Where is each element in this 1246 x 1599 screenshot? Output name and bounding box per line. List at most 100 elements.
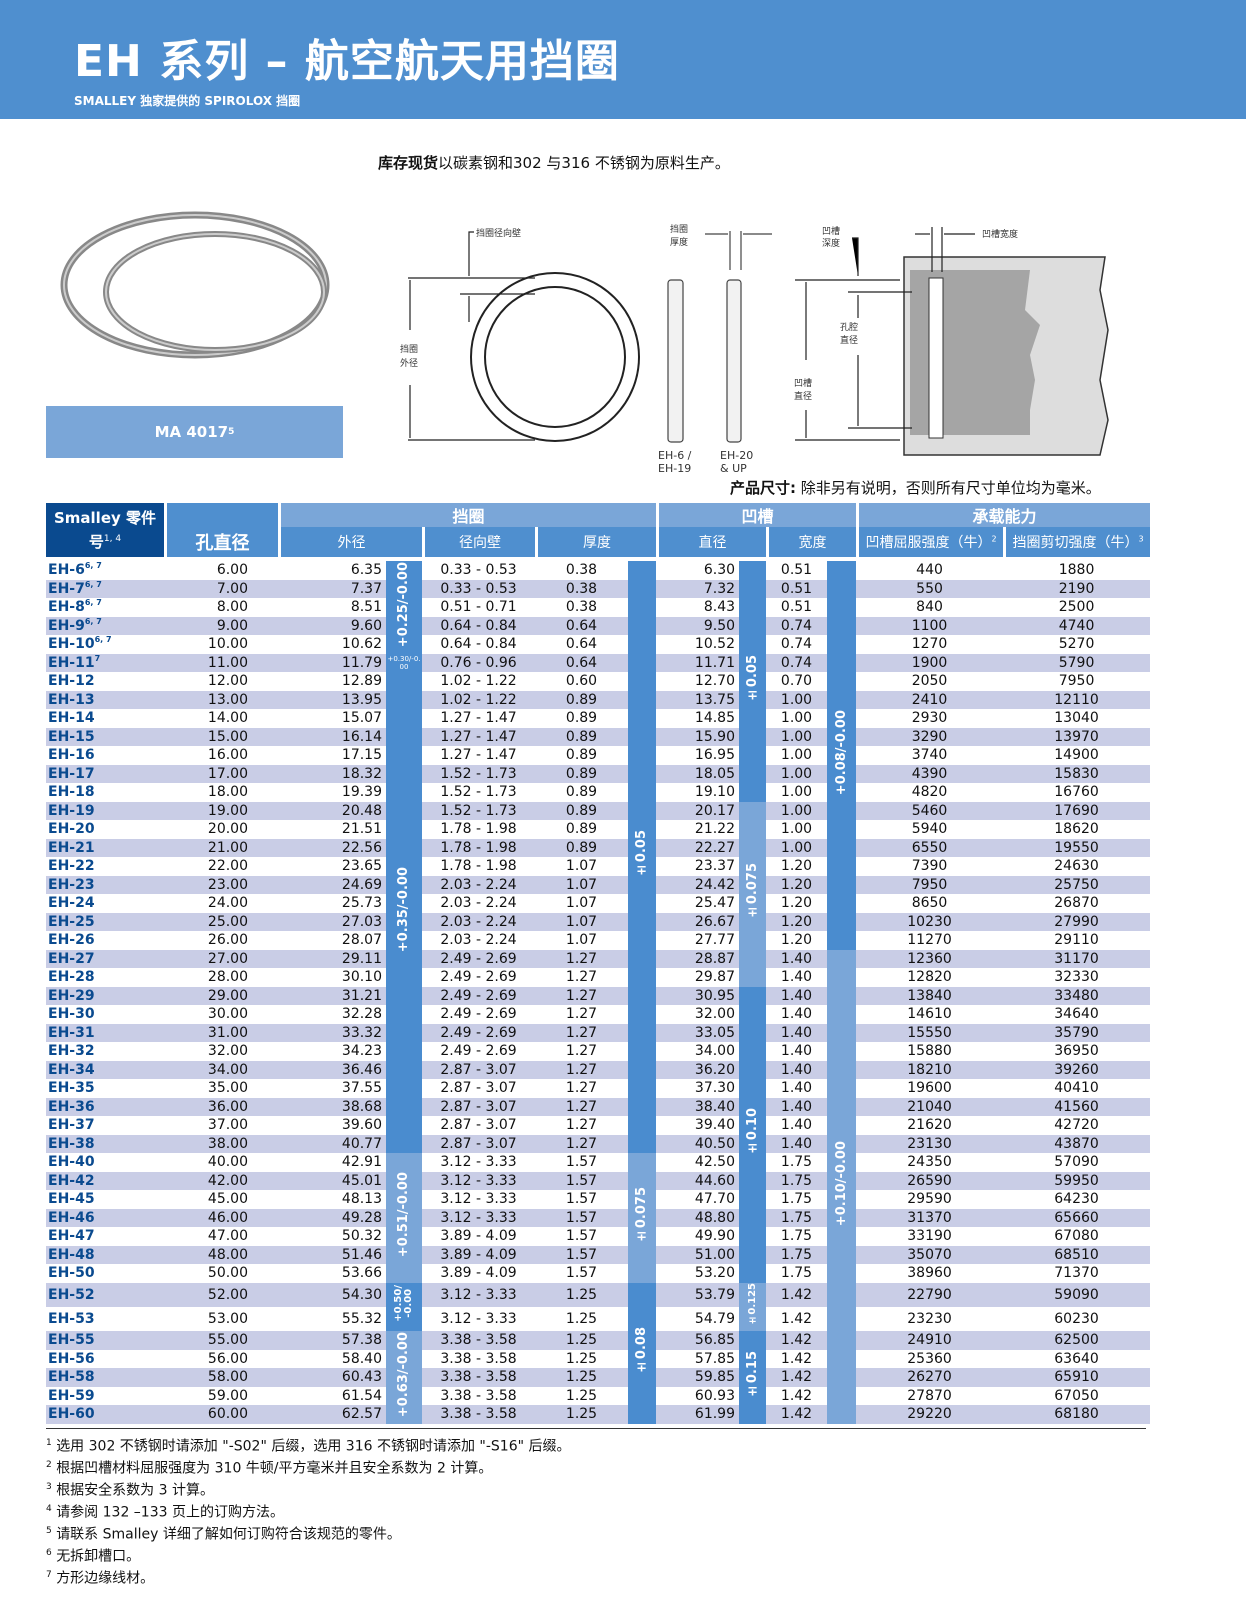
- ring-shear: 39260: [1003, 1060, 1151, 1079]
- thickness: 1.25: [535, 1282, 628, 1307]
- groove-dia: 53.20: [694, 1265, 736, 1282]
- radial-wall: 1.27 - 1.47: [422, 727, 535, 746]
- footnote-divider: [46, 1427, 1146, 1429]
- spec-text: MA 4017: [154, 423, 229, 441]
- groove-dia: 49.90: [694, 1228, 736, 1245]
- thickness: 1.25: [565, 1350, 598, 1367]
- table-row: EH-17 17.00 18.32 1.52 - 1.73 0.89 18.05 1.00 4…: [46, 764, 1151, 783]
- ring-od: 9.60: [278, 616, 386, 635]
- groove-dia: 23.37: [694, 858, 736, 875]
- label-od-2: 外径: [400, 357, 418, 369]
- bore-dia: 9.00: [164, 616, 278, 635]
- table-row: EH-56 56.00 58.40 3.38 - 3.58 1.25 57.85 1.42 2…: [46, 1350, 1150, 1369]
- part-number: EH-20: [48, 821, 95, 838]
- radial-wall: 0.33 - 0.53: [440, 562, 517, 579]
- radial-wall: 1.78 - 1.98: [440, 821, 517, 838]
- ring-od: 36.46: [278, 1060, 386, 1079]
- radial-wall: 3.38 - 3.58: [440, 1387, 517, 1404]
- radial-wall: 1.27 - 1.47: [440, 747, 517, 764]
- groove-width: 1.42: [780, 1350, 813, 1367]
- page-title: EH 系列 – 航空航天用挡圈: [74, 36, 620, 87]
- bore-dia: 53.00: [207, 1310, 248, 1327]
- intro-rest: 以碳素钢和302 与316 不锈钢为原料生产。: [438, 154, 730, 172]
- header-shear: 挡圈剪切强度（牛）3: [1003, 527, 1151, 557]
- thickness: 1.57: [535, 1171, 628, 1190]
- groove-dia: 16.95: [694, 747, 736, 764]
- bore-dia: 19.00: [164, 801, 278, 820]
- part-number: EH-56: [48, 1350, 95, 1367]
- ring-od: 53.66: [341, 1265, 382, 1282]
- groove-width: 1.40: [780, 969, 813, 986]
- ring-shear: 15830: [1003, 764, 1151, 783]
- part-number: EH-15: [46, 727, 164, 746]
- table-row: EH-19 19.00 20.48 1.52 - 1.73 0.89 20.17 ±0.07…: [46, 801, 1151, 987]
- groove-width: 1.00: [780, 821, 813, 838]
- groove-width: 1.20: [766, 875, 828, 894]
- table-row: EH-46 46.00 49.28 3.12 - 3.33 1.57 48.80 1.75 3…: [46, 1208, 1151, 1227]
- groove-dia: 47.70: [694, 1191, 736, 1208]
- part-number: EH-40: [48, 1154, 95, 1171]
- tolerance-band-od: +0.51/-0.00: [386, 1153, 422, 1283]
- groove-width: 0.74: [766, 616, 828, 635]
- thickness: 1.25: [535, 1368, 628, 1387]
- groove-yield: 2410: [856, 690, 1004, 709]
- thickness: 1.27: [535, 1134, 628, 1153]
- thickness: 1.07: [565, 858, 598, 875]
- bore-dia: 28.00: [207, 969, 248, 986]
- groove-width: 1.00: [766, 801, 828, 820]
- table-row: EH-13 13.00 13.95 1.02 - 1.22 0.89 13.75 1.00 2…: [46, 690, 1151, 709]
- groove-yield: 6550: [856, 838, 1004, 857]
- thickness: 0.38: [535, 579, 628, 598]
- part-number: EH-30: [48, 1006, 95, 1023]
- table-row: EH-12 12.00 12.89 +0.35/-0.00 1.02 - 1.22 0.6…: [46, 672, 1150, 1153]
- ring-od: 62.57: [278, 1405, 386, 1424]
- ring-shear: 13970: [1003, 727, 1151, 746]
- radial-wall: 0.33 - 0.53: [422, 579, 535, 598]
- part-number: EH-76, 7: [46, 579, 164, 598]
- groove-dia: 32.00: [694, 1006, 736, 1023]
- header-groove-dia: 直径: [656, 527, 767, 557]
- ring-od: 8.51: [350, 599, 382, 616]
- part-number: EH-59: [48, 1387, 95, 1404]
- groove-width: 0.74: [766, 653, 828, 672]
- groove-dia: 15.90: [656, 727, 740, 746]
- part-number: EH-19: [46, 801, 164, 820]
- part-number: EH-55: [46, 1331, 164, 1350]
- groove-yield: 4390: [856, 764, 1004, 783]
- bore-dia: 30.00: [207, 1006, 248, 1023]
- ring-od: 39.60: [341, 1117, 382, 1134]
- radial-wall: 0.76 - 0.96: [422, 653, 535, 672]
- groove-yield: 25360: [907, 1350, 952, 1367]
- groove-yield: 3740: [911, 747, 948, 764]
- part-number: EH-17: [46, 764, 164, 783]
- product-spec-label: MA 4017 5: [46, 406, 343, 458]
- table-row: EH-36 36.00 38.68 2.87 - 3.07 1.27 38.40 1.40 2…: [46, 1097, 1151, 1116]
- ring-od: 58.40: [341, 1350, 382, 1367]
- ring-od: 31.21: [278, 986, 386, 1005]
- groove-width: 1.40: [780, 1043, 813, 1060]
- radial-wall: 3.12 - 3.33: [440, 1310, 517, 1327]
- part-number: EH-13: [46, 690, 164, 709]
- table-row: EH-52 52.00 54.30 +0.50/ -0.00 3.12 - 3.33 1.…: [46, 1282, 1151, 1424]
- ring-od: 32.28: [341, 1006, 382, 1023]
- groove-dia: 21.22: [694, 821, 736, 838]
- radial-wall: 2.87 - 3.07: [440, 1080, 517, 1097]
- footnote: 2 根据凹槽材料屈服强度为 310 牛顿/平方毫米并且安全系数为 2 计算。: [46, 1459, 493, 1477]
- part-number: EH-50: [48, 1265, 95, 1282]
- ring-shear: 59950: [1003, 1171, 1151, 1190]
- ring-od: 60.43: [278, 1368, 386, 1387]
- radial-wall: 1.52 - 1.73: [422, 801, 535, 820]
- radial-wall: 3.38 - 3.58: [422, 1331, 535, 1350]
- part-number: EH-18: [48, 784, 95, 801]
- ring-photo: [60, 211, 330, 359]
- ring-od: 24.69: [278, 875, 386, 894]
- table-row: EH-35 35.00 37.55 2.87 - 3.07 1.27 37.30 1.40 1…: [46, 1079, 1150, 1098]
- table-row: EH-16 16.00 17.15 1.27 - 1.47 0.89 16.95 1.00 3…: [46, 746, 1150, 765]
- radial-wall: 2.03 - 2.24: [440, 895, 517, 912]
- part-number: EH-45: [48, 1191, 95, 1208]
- groove-width: 1.00: [766, 764, 828, 783]
- groove-width: 1.40: [766, 1097, 828, 1116]
- label-groove-width: 凹槽宽度: [982, 228, 1018, 240]
- groove-dia: 9.50: [656, 616, 740, 635]
- thickness: 0.64: [535, 616, 628, 635]
